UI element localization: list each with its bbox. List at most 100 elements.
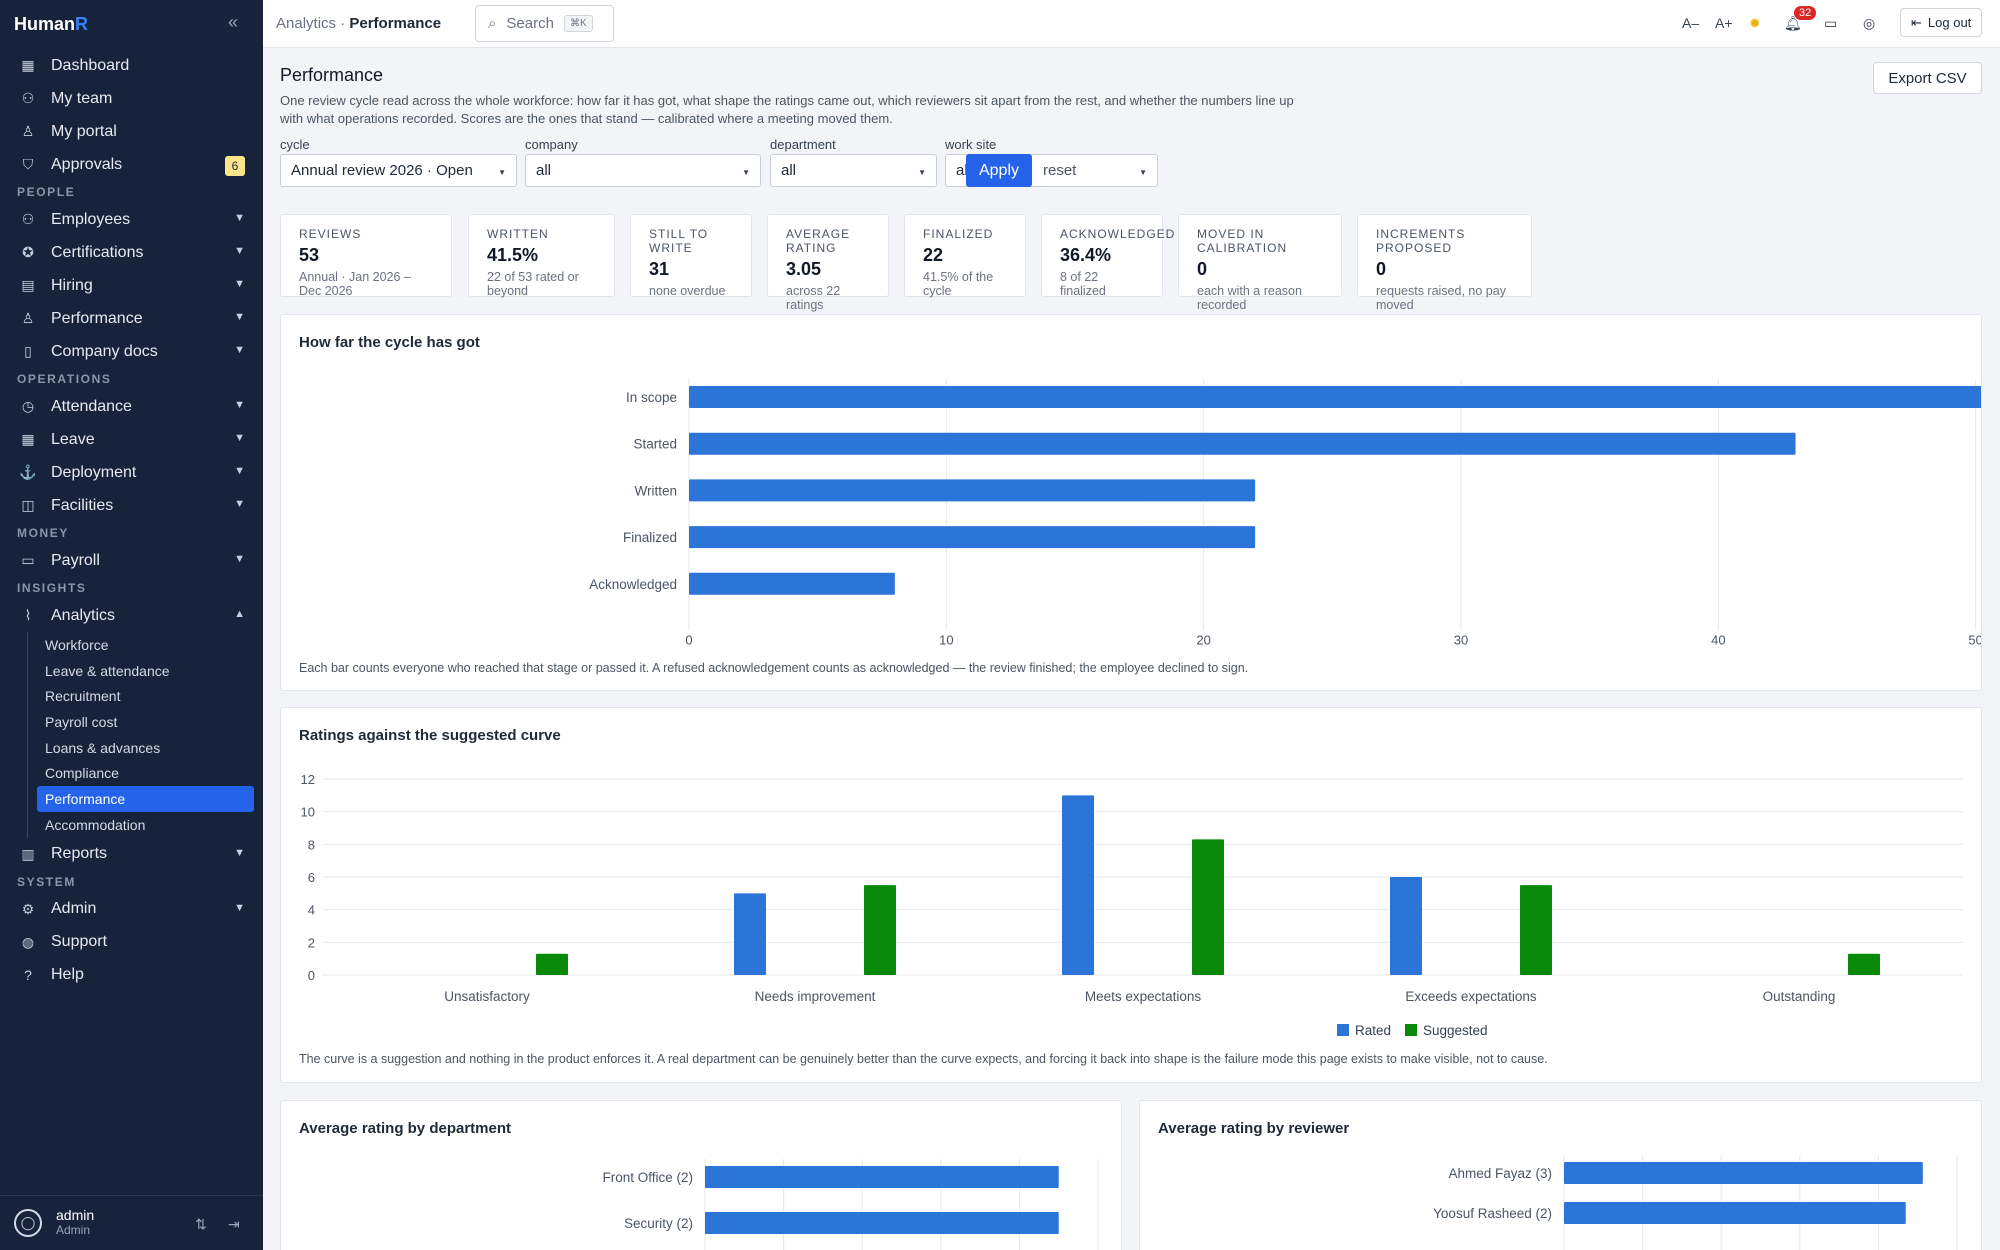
font-decrease-button[interactable]: A– [1682, 15, 1700, 31]
search-shortcut: ⌘K [563, 15, 593, 32]
chevron-down-icon: ▼ [234, 245, 245, 257]
sidebar-subitem-payroll-cost[interactable]: Payroll cost [45, 713, 118, 730]
sidebar-subitem-accommodation[interactable]: Accommodation [45, 816, 146, 833]
x-tick-label: 20 [1196, 633, 1210, 648]
cycle-progress-chart: 0102030405060In scopeStartedWrittenFinal… [589, 379, 1981, 648]
collapse-sidebar-icon[interactable]: « [228, 12, 239, 32]
sidebar-item-attendance[interactable]: ◷ Attendance ▼ [0, 390, 263, 423]
caret-down-icon: ▼ [1139, 168, 1147, 177]
filter-label-department: department [770, 137, 836, 152]
sidebar-item-label: Performance [51, 309, 143, 327]
y-tick-label: 12 [301, 772, 315, 787]
bar [689, 432, 1796, 455]
sidebar-subitem-performance[interactable]: Performance [37, 786, 254, 812]
sidebar-item-label: Certifications [51, 243, 144, 261]
sidebar-item-approvals[interactable]: ⛉ Approvals 6 [0, 148, 263, 181]
sidebar-section-title: INSIGHTS [17, 581, 87, 595]
sidebar-item-label: Attendance [51, 397, 132, 415]
sidebar-subitem-loans-and-advances[interactable]: Loans & advances [45, 739, 161, 756]
expand-icon[interactable]: ⇅ [195, 1216, 207, 1232]
sidebar-item-company-docs[interactable]: ▯ Company docs ▼ [0, 335, 263, 368]
approvals-badge: 6 [225, 156, 245, 176]
filter-label-company: company [525, 137, 578, 152]
sidebar: HumanR « ▦ Dashboard ⚇ My team ♙ My portal ⛉ Ap… [0, 0, 263, 1250]
certifications-icon: ✪ [22, 244, 34, 260]
sidebar-item-label: Facilities [51, 496, 114, 514]
stat-card-acknowledged: ACKNOWLEDGED 36.4% 8 of 22 finalized [1041, 214, 1174, 298]
apply-button[interactable]: Apply [966, 154, 1032, 187]
help-icon: ? [24, 967, 32, 983]
sidebar-subitem-compliance[interactable]: Compliance [45, 765, 119, 782]
sidebar-item-help[interactable]: ? Help [0, 959, 263, 992]
ratings-curve-panel: Ratings against the suggested curve 0 2 4 6… [280, 707, 1982, 1083]
legend-label: Suggested [1423, 1023, 1488, 1038]
company-select[interactable]: all ▼ [525, 154, 761, 187]
export-csv-button[interactable]: Export CSV [1873, 62, 1982, 94]
y-tick-label: 10 [301, 805, 315, 820]
sidebar-item-label: My team [51, 89, 113, 107]
sidebar-item-dashboard[interactable]: ▦ Dashboard [0, 49, 263, 82]
main-content: Performance One review cycle read across… [263, 48, 2000, 1250]
category-label: Unsatisfactory [444, 989, 530, 1004]
stat-value: 53 [299, 245, 320, 265]
sidebar-subitem-workforce[interactable]: Workforce [45, 636, 109, 653]
legend-label: Rated [1355, 1023, 1391, 1038]
sidebar-item-admin[interactable]: ⚙ Admin ▼ [0, 893, 263, 926]
sidebar-subitem-recruitment[interactable]: Recruitment [45, 688, 121, 705]
sidebar-item-performance[interactable]: ♙ Performance ▼ [0, 302, 263, 335]
sidebar-item-reports[interactable]: ▥ Reports ▼ [0, 838, 263, 871]
deployment-icon: ⚓ [19, 464, 37, 480]
logout-button[interactable]: ⇤ Log out [1900, 8, 1983, 37]
chart-title: Average rating by reviewer [1158, 1120, 1350, 1137]
stat-card-average-rating: AVERAGE RATING 3.05 across 22 ratings [767, 214, 889, 312]
sidebar-item-employees[interactable]: ⚇ Employees ▼ [0, 203, 263, 236]
font-increase-button[interactable]: A+ [1715, 15, 1733, 31]
account-icon[interactable]: ◎ [1863, 15, 1876, 31]
reset-link[interactable]: reset [1043, 162, 1077, 179]
sidebar-item-facilities[interactable]: ◫ Facilities ▼ [0, 489, 263, 522]
department-select[interactable]: all ▼ [770, 154, 937, 187]
stat-sub: 8 of 22 finalized [1060, 270, 1106, 298]
sidebar-item-label: Reports [51, 845, 108, 862]
sidebar-item-my-team[interactable]: ⚇ My team [0, 82, 263, 115]
x-tick-label: 10 [939, 633, 953, 648]
cycle-select[interactable]: Annual review 2026 · Open ▼ [280, 154, 517, 187]
theme-sun-icon[interactable]: ✹ [1749, 15, 1761, 31]
breadcrumb-analytics[interactable]: Analytics [276, 15, 337, 32]
y-tick-label: 4 [308, 903, 315, 918]
cycle-select-value: Annual review 2026 · Open [291, 162, 473, 179]
caret-down-icon: ▼ [918, 168, 926, 177]
avatar[interactable]: ◯ [14, 1209, 42, 1237]
bar-suggested [536, 953, 568, 975]
sidebar-item-leave[interactable]: ▦ Leave ▼ [0, 423, 263, 456]
sidebar-item-label: Employees [51, 210, 131, 228]
stat-label: STILL TO WRITE [649, 227, 709, 255]
sign-out-icon[interactable]: ⇥ [228, 1216, 240, 1232]
sidebar-item-deployment[interactable]: ⚓ Deployment ▼ [0, 456, 263, 489]
sidebar-item-payroll[interactable]: ▭ Payroll ▼ [0, 544, 263, 577]
sidebar-item-my-portal[interactable]: ♙ My portal [0, 115, 263, 148]
sidebar-item-hiring[interactable]: ▤ Hiring ▼ [0, 269, 263, 302]
sidebar-item-label: Approvals [51, 155, 123, 173]
stat-value: 22 [923, 245, 944, 265]
category-label: Started [633, 437, 677, 452]
category-label: Meets expectations [1085, 989, 1202, 1004]
sidebar-section-title: PEOPLE [17, 185, 76, 199]
sidebar-item-analytics[interactable]: ⌇ Analytics ▲ [0, 599, 263, 632]
chevron-down-icon: ▼ [234, 498, 245, 510]
team-icon: ⚇ [21, 90, 35, 106]
sidebar-item-certifications[interactable]: ✪ Certifications ▼ [0, 236, 263, 269]
analytics-icon: ⌇ [24, 607, 32, 623]
sidebar-item-support[interactable]: ◍ Support [0, 926, 263, 959]
search-button[interactable]: ⌕ Search ⌘K [475, 5, 614, 42]
bar-suggested [1520, 885, 1552, 975]
messages-icon[interactable]: ▭ [1824, 15, 1838, 31]
stat-value: 31 [649, 259, 670, 279]
bar [689, 572, 895, 595]
sidebar-subitem-leave-and-attendance[interactable]: Leave & attendance [45, 662, 170, 679]
chart-title: Ratings against the suggested curve [299, 727, 561, 744]
category-label: Exceeds expectations [1405, 989, 1537, 1004]
performance-icon: ♙ [21, 310, 35, 326]
app-logo[interactable]: HumanR [14, 14, 89, 34]
category-label: Outstanding [1763, 989, 1836, 1004]
